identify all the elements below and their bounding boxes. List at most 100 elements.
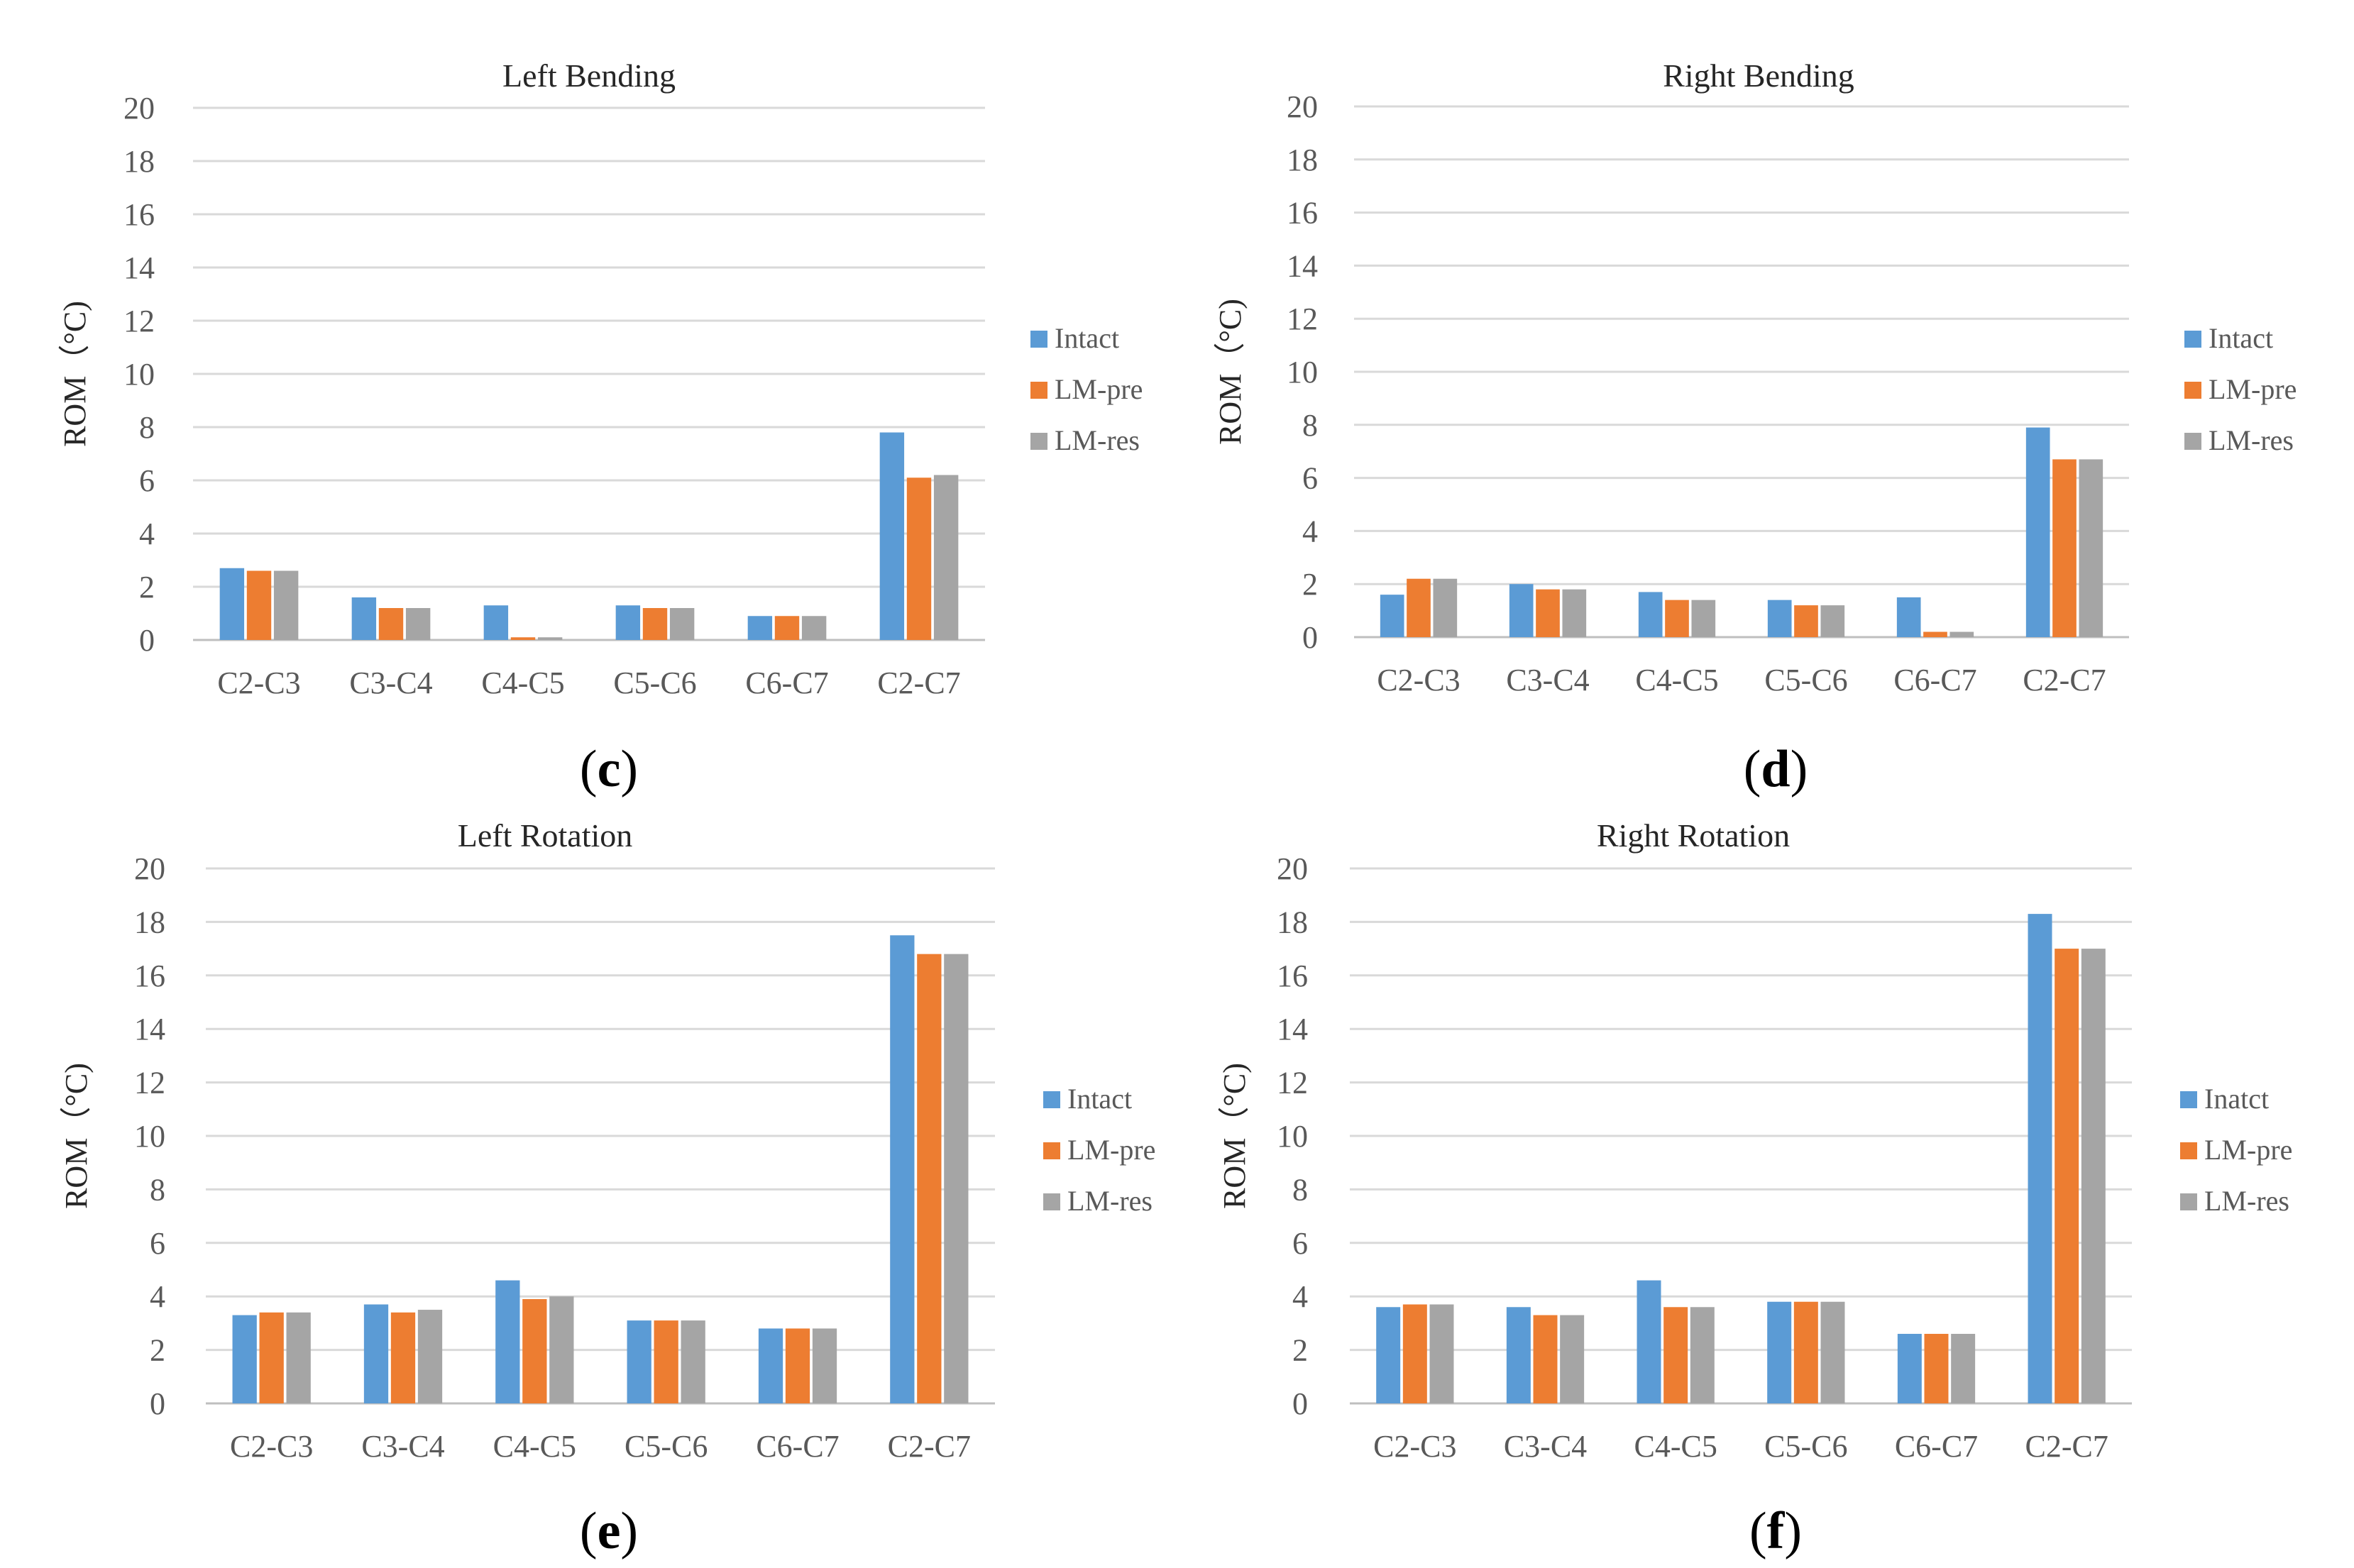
x-tick-label: C3-C4 xyxy=(361,1429,444,1464)
bar-lm-pre-c6-c7 xyxy=(1924,1333,1949,1403)
y-tick-label: 18 xyxy=(1277,905,1308,939)
y-tick-label: 6 xyxy=(139,463,155,498)
bar-lm-pre-c4-c5 xyxy=(510,637,536,640)
x-tick-label: C2-C7 xyxy=(2023,663,2106,697)
panel-label: (d) xyxy=(1744,740,1808,798)
bar-lm-pre-c4-c5 xyxy=(522,1298,547,1403)
bar-intact-c2-c3 xyxy=(219,568,245,640)
y-tick-label: 12 xyxy=(134,1066,165,1100)
x-tick-label: C2-C3 xyxy=(230,1429,313,1464)
legend-swatch xyxy=(2184,331,2201,348)
x-tick-label: C4-C5 xyxy=(493,1429,576,1464)
legend-label: LM-res xyxy=(1067,1185,1153,1217)
bar-intact-c3-c4 xyxy=(351,597,377,640)
y-tick-label: 4 xyxy=(1302,514,1318,548)
bar-lm-pre-c3-c4 xyxy=(1536,589,1560,637)
bar-inatct-c2-c7 xyxy=(2028,914,2052,1403)
y-tick-label: 6 xyxy=(1292,1226,1308,1261)
chart-title: Left Rotation xyxy=(458,817,633,854)
bar-lm-res-c5-c6 xyxy=(669,608,695,640)
bar-intact-c5-c6 xyxy=(1767,600,1792,637)
bar-lm-pre-c3-c4 xyxy=(378,608,404,640)
y-tick-label: 10 xyxy=(1277,1119,1308,1154)
legend-swatch xyxy=(2184,382,2201,399)
y-tick-label: 14 xyxy=(1277,1012,1308,1047)
x-tick-label: C5-C6 xyxy=(1764,663,1847,697)
bar-lm-pre-c2-c3 xyxy=(259,1312,284,1403)
x-tick-label: C2-C3 xyxy=(1377,663,1460,697)
x-tick-label: C2-C7 xyxy=(888,1429,971,1464)
y-tick-label: 18 xyxy=(134,905,165,939)
y-tick-label: 2 xyxy=(1292,1333,1308,1368)
bar-lm-pre-c2-c7 xyxy=(917,954,942,1403)
bar-lm-pre-c6-c7 xyxy=(1923,631,1947,637)
x-tick-label: C6-C7 xyxy=(756,1429,839,1464)
legend-swatch xyxy=(1030,382,1047,399)
bar-intact-c4-c5 xyxy=(483,605,509,640)
y-tick-label: 8 xyxy=(1292,1172,1308,1207)
bar-inatct-c2-c3 xyxy=(1376,1307,1401,1403)
bar-intact-c5-c6 xyxy=(627,1320,651,1403)
legend-label: LM-res xyxy=(1055,424,1140,456)
legend-label: Intact xyxy=(2209,322,2273,354)
y-tick-label: 12 xyxy=(1277,1066,1308,1100)
bar-lm-pre-c2-c7 xyxy=(2052,459,2077,637)
y-tick-label: 4 xyxy=(139,517,155,551)
bar-lm-res-c5-c6 xyxy=(681,1320,705,1403)
y-axis-title: ROM（°C) xyxy=(1213,299,1248,445)
x-tick-label: C3-C4 xyxy=(349,666,432,700)
legend-swatch xyxy=(1030,331,1047,348)
y-tick-label: 0 xyxy=(1302,620,1318,655)
y-tick-label: 4 xyxy=(1292,1279,1308,1314)
y-tick-label: 14 xyxy=(134,1012,165,1047)
chart-f: 0 2 4 6 8 10 12 14 16 18 20 Right Rotation ROM（°C) C2… xyxy=(1217,817,2292,1560)
bar-lm-pre-c2-c3 xyxy=(246,570,272,640)
x-tick-label: C6-C7 xyxy=(1895,1429,1978,1464)
x-tick-label: C2-C3 xyxy=(1373,1429,1456,1464)
y-tick-label: 2 xyxy=(1302,567,1318,602)
x-tick-label: C4-C5 xyxy=(1634,1429,1717,1464)
y-tick-label: 10 xyxy=(123,357,155,392)
bar-lm-pre-c5-c6 xyxy=(1793,1301,1818,1403)
y-tick-label: 6 xyxy=(1302,461,1318,496)
bar-lm-res-c4-c5 xyxy=(1691,600,1716,637)
y-tick-label: 12 xyxy=(1287,302,1318,336)
legend-label: LM-pre xyxy=(1067,1134,1155,1166)
x-tick-label: C4-C5 xyxy=(481,666,564,700)
y-tick-label: 6 xyxy=(150,1226,165,1261)
y-tick-label: 20 xyxy=(1287,89,1318,124)
bar-lm-res-c6-c7 xyxy=(801,616,827,640)
y-tick-label: 20 xyxy=(134,851,165,886)
y-axis-title: ROM（°C) xyxy=(1217,1063,1252,1209)
bar-intact-c2-c7 xyxy=(2025,427,2050,637)
bar-lm-pre-c4-c5 xyxy=(1665,600,1689,637)
bar-inatct-c6-c7 xyxy=(1897,1333,1922,1403)
legend-swatch xyxy=(1043,1091,1060,1108)
y-tick-label: 14 xyxy=(1287,248,1318,283)
bar-lm-pre-c2-c7 xyxy=(906,477,932,640)
x-tick-label: C6-C7 xyxy=(1893,663,1976,697)
y-tick-label: 18 xyxy=(123,144,155,179)
bar-intact-c4-c5 xyxy=(495,1280,520,1403)
legend-label: LM-pre xyxy=(1055,373,1143,405)
legend-label: Intact xyxy=(1055,322,1119,354)
legend-label: LM-pre xyxy=(2204,1134,2292,1166)
y-axis-title: ROM（°C) xyxy=(57,301,92,447)
y-tick-label: 2 xyxy=(139,570,155,604)
panel-label: (f) xyxy=(1749,1502,1802,1560)
bar-inatct-c4-c5 xyxy=(1637,1280,1661,1403)
x-tick-label: C5-C6 xyxy=(1764,1429,1847,1464)
legend-swatch xyxy=(1030,433,1047,450)
legend-label: Inatct xyxy=(2204,1083,2269,1115)
bar-intact-c5-c6 xyxy=(615,605,641,640)
x-tick-label: C5-C6 xyxy=(625,1429,708,1464)
legend-label: LM-pre xyxy=(2209,373,2297,405)
y-tick-label: 10 xyxy=(1287,355,1318,390)
bar-lm-res-c3-c4 xyxy=(1560,1315,1585,1403)
bar-lm-res-c3-c4 xyxy=(405,608,431,640)
bar-lm-pre-c5-c6 xyxy=(1794,605,1818,637)
y-tick-label: 8 xyxy=(139,410,155,445)
y-tick-label: 0 xyxy=(1292,1386,1308,1421)
bar-lm-pre-c5-c6 xyxy=(654,1320,678,1403)
bar-lm-res-c3-c4 xyxy=(1562,589,1587,637)
